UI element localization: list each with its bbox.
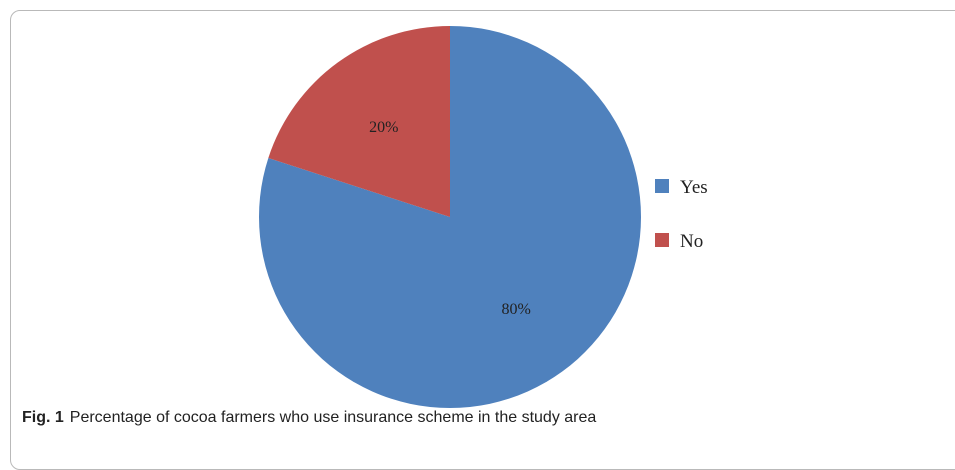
data-label-no: 20% (369, 119, 398, 136)
pie-slice-yes (259, 25, 642, 408)
legend-label-no: No (680, 231, 703, 252)
pie-data-labels: 80% 20% (369, 119, 531, 318)
chart-legend: Yes No (655, 177, 708, 252)
pie-slices (259, 25, 642, 408)
figure-number: Fig. 1 (22, 409, 64, 426)
legend-swatch-no (655, 233, 669, 247)
caption-text: Percentage of cocoa farmers who use insu… (69, 409, 597, 426)
data-label-yes: 80% (502, 301, 531, 318)
legend-swatch-yes (655, 179, 669, 193)
pie-slice-no (268, 26, 450, 217)
pie-chart: 80% 20% Yes No (259, 25, 708, 408)
legend-label-yes: Yes (680, 177, 708, 198)
figure-caption: Fig. 1 Percentage of cocoa farmers who us… (22, 409, 596, 427)
